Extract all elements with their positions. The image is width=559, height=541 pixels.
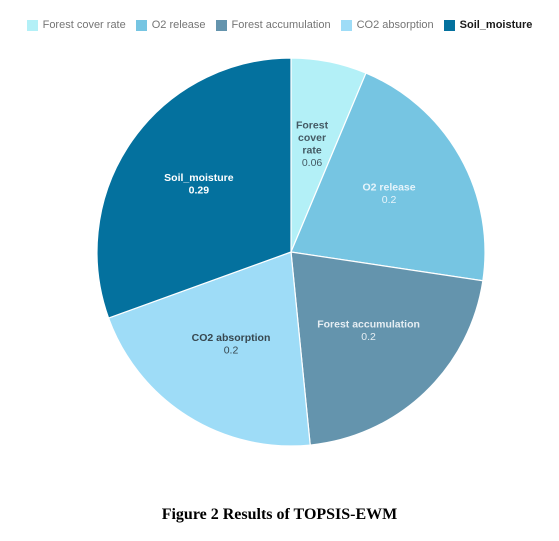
legend-label: CO2 absorption [356,19,434,31]
legend-swatch [26,19,38,31]
slice-label-name: Soil_moisture [164,172,234,184]
legend-swatch [135,19,147,31]
slice-label-name: Forest [296,120,329,132]
slice-label-value: 0.2 [224,344,239,356]
legend-swatch [215,19,227,31]
legend-item-forest-accumulation[interactable]: Forest accumulation [215,19,331,31]
legend-item-co2-absorption[interactable]: CO2 absorption [340,19,434,31]
legend-item-o2-release[interactable]: O2 release [135,19,206,31]
slice-label-forest-accumulation: Forest accumulation 0.2 [317,318,420,343]
slice-label-o2-release: O2 release 0.2 [362,182,415,207]
legend-item-soil-moisture[interactable]: Soil_moisture [443,19,533,31]
legend-label: Forest accumulation [231,19,331,31]
pie-slice-co2-absorption[interactable] [107,251,311,447]
chart-legend: Forest cover rate O2 release Forest accumu… [0,15,559,35]
pie-slice-soil-moisture[interactable] [96,57,292,319]
slice-label-forest-cover-rate: Forest cover rate 0.06 [296,120,329,170]
legend-label: Forest cover rate [42,19,126,31]
legend-swatch [340,19,352,31]
legend-item-forest-cover-rate[interactable]: Forest cover rate [26,19,126,31]
slice-label-name: CO2 absorption [192,332,271,344]
slice-label-value: 0.06 [302,157,323,169]
pie-slice-o2-release[interactable] [290,72,486,282]
legend-label: Soil_moisture [459,19,533,31]
slice-label-soil-moisture: Soil_moisture 0.29 [164,172,234,197]
slice-label-co2-absorption: CO2 absorption 0.2 [192,332,271,357]
slice-label-name: rate [302,145,321,157]
slice-label-name: cover [298,132,326,144]
figure-caption: Figure 2 Results of TOPSIS-EWM [161,506,398,523]
slice-label-name: O2 release [362,182,415,194]
slice-label-value: 0.2 [382,194,397,206]
legend-swatch [443,19,455,31]
pie-slice-forest-accumulation[interactable] [290,251,484,446]
legend-label: O2 release [151,19,206,31]
slice-label-name: Forest accumulation [317,318,420,330]
slice-label-value: 0.2 [361,331,376,343]
slice-label-value: 0.29 [189,185,210,197]
